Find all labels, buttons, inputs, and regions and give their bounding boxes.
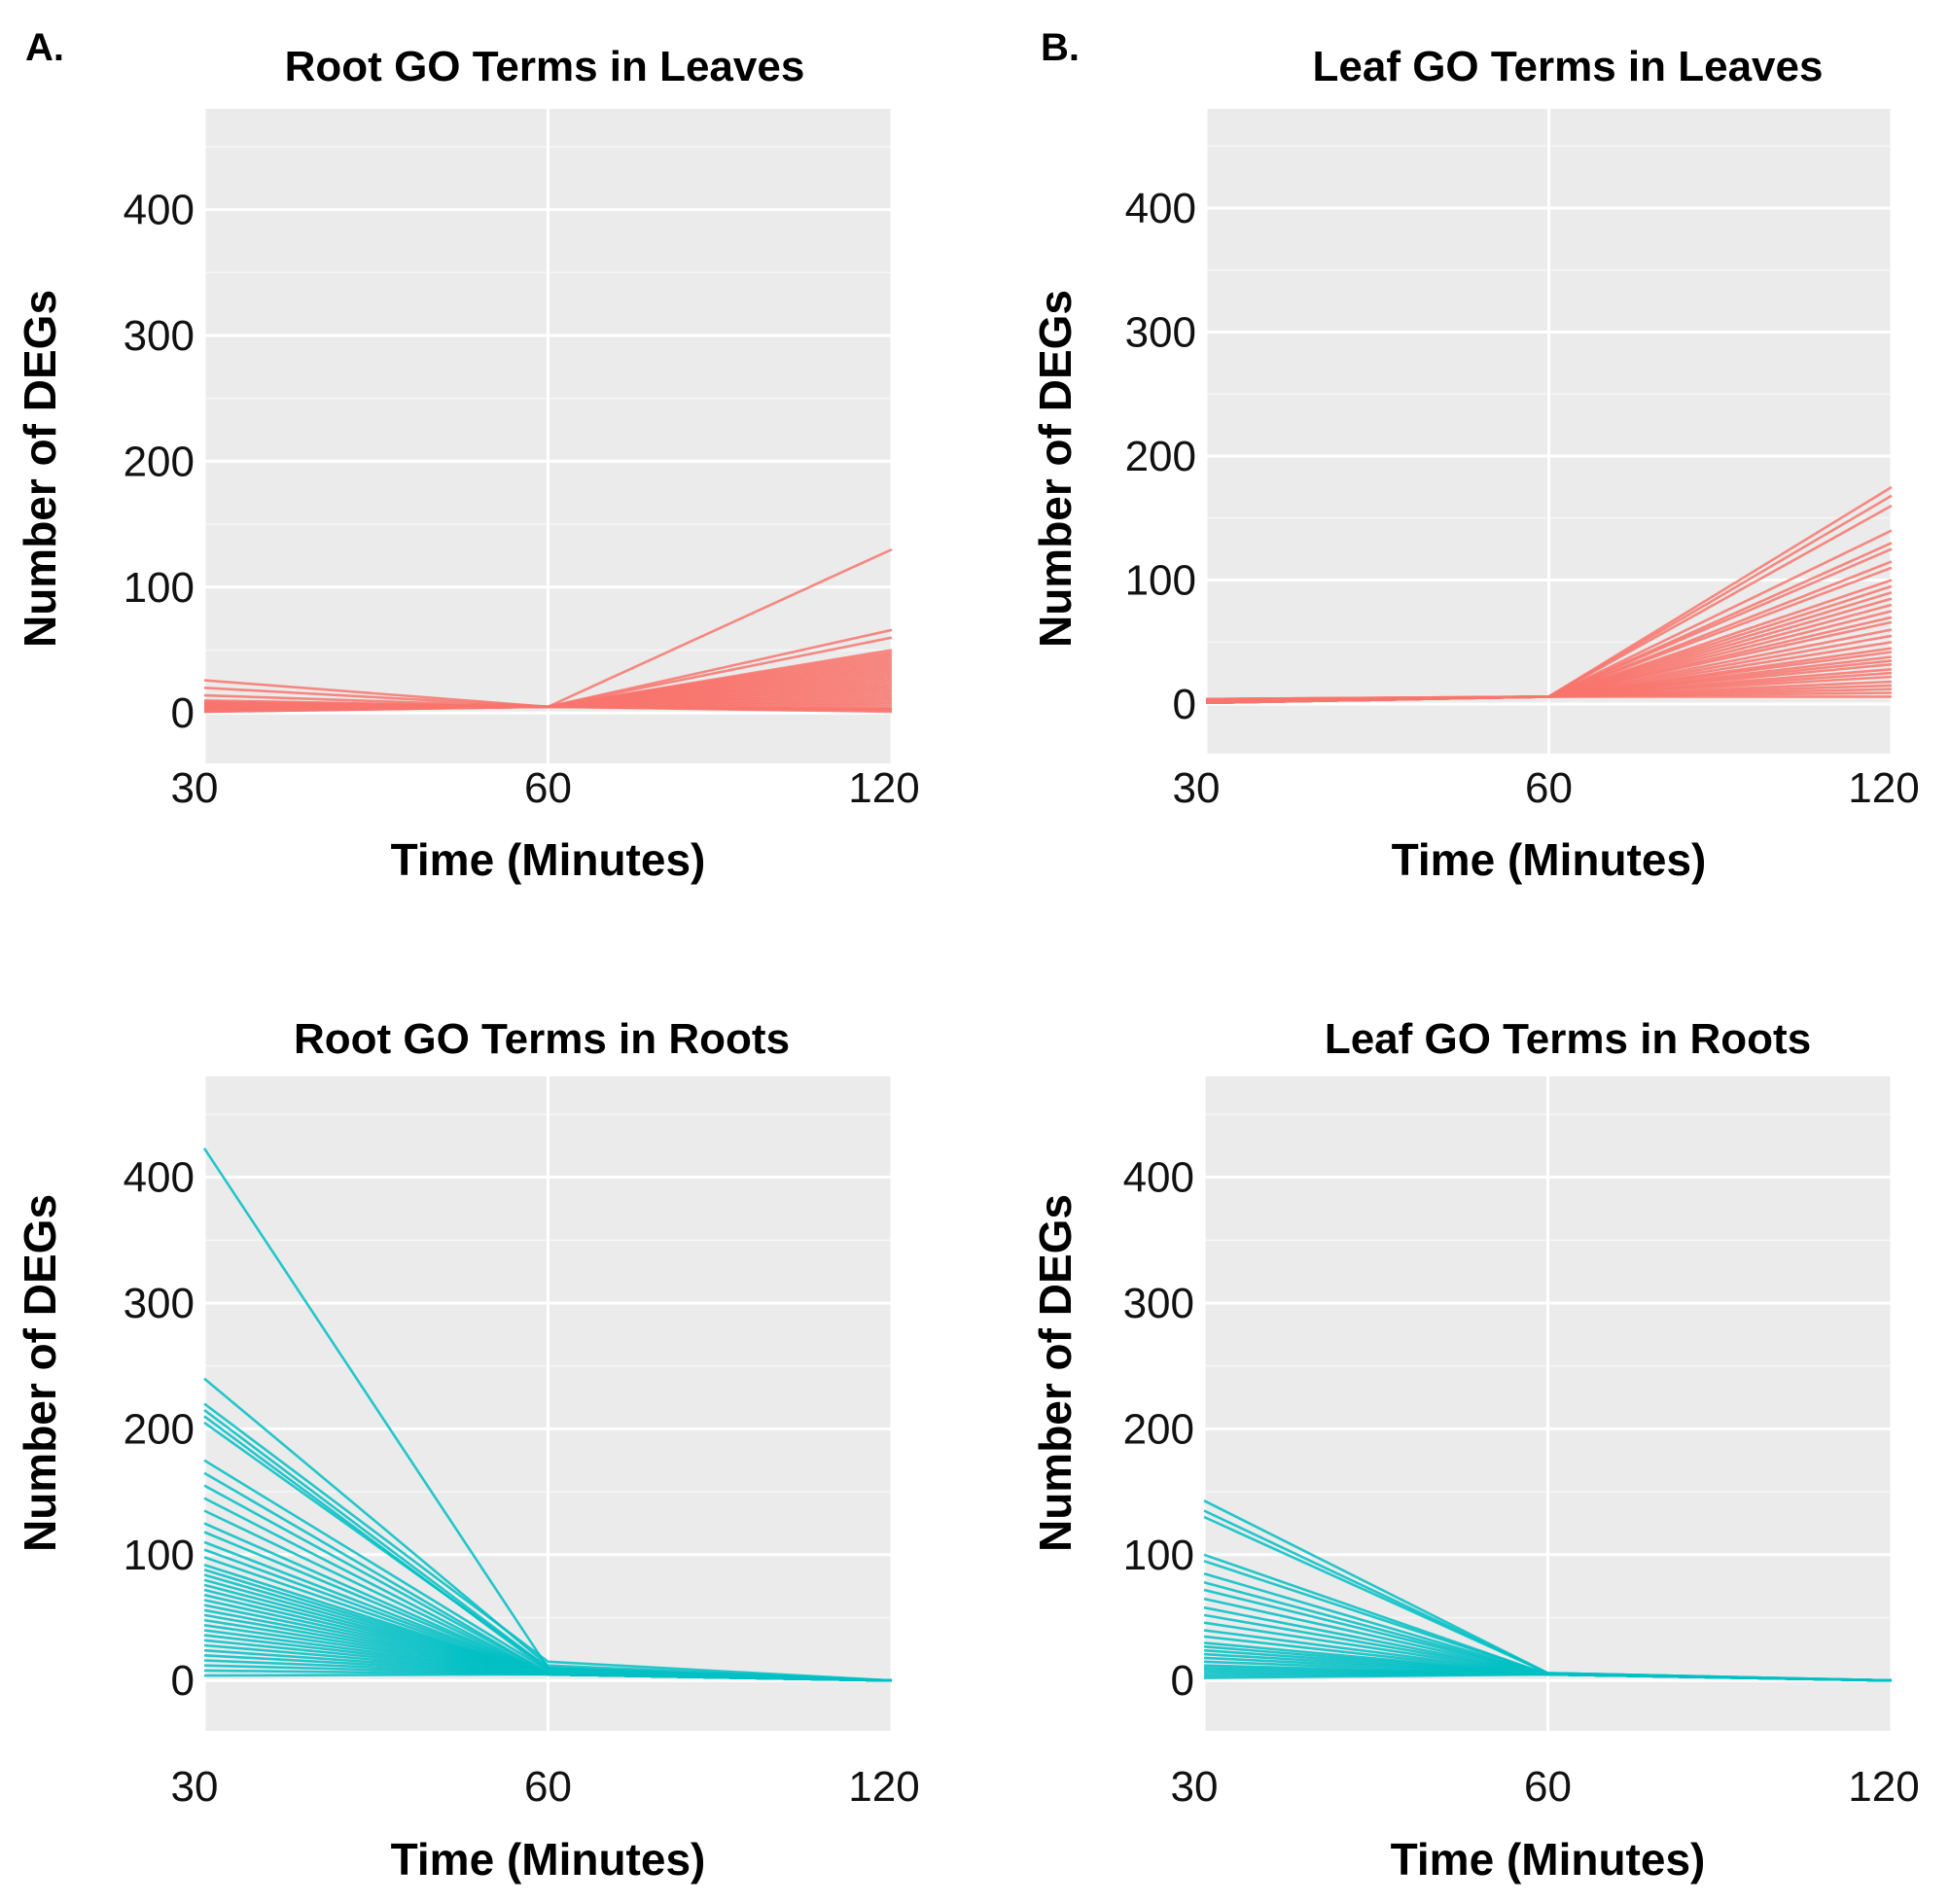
x-tick-label: 120 <box>848 764 919 812</box>
y-tick-label: 300 <box>124 312 195 360</box>
x-tick-label: 60 <box>1524 1763 1572 1811</box>
x-tick-label: 30 <box>171 764 219 812</box>
x-axis-title: Time (Minutes) <box>391 1834 706 1885</box>
y-tick-label: 0 <box>171 1657 195 1705</box>
series-line-3 <box>203 1402 893 1682</box>
series-line-26 <box>1203 1673 1893 1682</box>
chart-title: Root GO Terms in Roots <box>294 1015 790 1063</box>
y-tick-label: 200 <box>1123 1405 1194 1453</box>
x-tick-label: 120 <box>1848 764 1919 812</box>
x-tick-label: 30 <box>1171 1763 1219 1811</box>
x-tick-label: 60 <box>524 1763 572 1811</box>
y-tick-label: 200 <box>124 1405 195 1453</box>
panel-letter-a: A. <box>25 26 64 69</box>
y-axis-title: Number of DEGs <box>1030 1194 1081 1552</box>
y-axis-title: Number of DEGs <box>1030 290 1081 648</box>
x-tick-label: 120 <box>1848 1763 1919 1811</box>
y-tick-label: 100 <box>1125 557 1196 605</box>
x-tick-label: 30 <box>171 1763 219 1811</box>
series-line-32 <box>1205 695 1892 704</box>
y-tick-label: 400 <box>1125 185 1196 232</box>
x-axis-title: Time (Minutes) <box>1391 1834 1706 1885</box>
y-axis-title: Number of DEGs <box>15 1194 65 1552</box>
chart-panel-4: Leaf GO Terms in Roots 0 100 200 300 400 30 60 1… <box>1030 1015 1920 1885</box>
panel-letter-b: B. <box>1041 26 1080 69</box>
series-line-39 <box>203 1673 893 1682</box>
y-tick-label: 400 <box>124 187 195 234</box>
y-tick-label: 100 <box>124 564 195 612</box>
x-axis-title: Time (Minutes) <box>1392 834 1707 885</box>
y-tick-label: 400 <box>1123 1154 1194 1202</box>
chart-panel-3: Root GO Terms in Roots 0 100 200 300 400 30 60 1… <box>15 1015 920 1885</box>
chart-panel-1: Root GO Terms in Leaves 0 100 200 300 400 30 60… <box>15 43 920 885</box>
x-tick-label: 60 <box>1525 764 1573 812</box>
y-tick-label: 300 <box>1123 1280 1194 1327</box>
y-tick-label: 0 <box>1173 681 1196 728</box>
y-tick-label: 200 <box>1125 433 1196 480</box>
y-tick-label: 300 <box>124 1280 195 1327</box>
chart-title: Leaf GO Terms in Leaves <box>1313 43 1824 90</box>
series-line-30 <box>203 705 893 714</box>
y-tick-label: 0 <box>171 689 195 737</box>
chart-panel-2: Leaf GO Terms in Leaves 0 100 200 300 400 30 60… <box>1030 43 1920 885</box>
x-tick-label: 120 <box>848 1763 919 1811</box>
x-tick-label: 30 <box>1173 764 1221 812</box>
y-tick-label: 0 <box>1171 1657 1194 1705</box>
x-axis-title: Time (Minutes) <box>391 834 706 885</box>
y-tick-label: 400 <box>124 1154 195 1202</box>
chart-title: Leaf GO Terms in Roots <box>1325 1015 1811 1063</box>
y-axis-title: Number of DEGs <box>15 290 65 648</box>
x-tick-label: 60 <box>524 764 572 812</box>
y-tick-label: 300 <box>1125 309 1196 357</box>
y-tick-label: 100 <box>1123 1532 1194 1579</box>
y-tick-label: 100 <box>124 1532 195 1579</box>
chart-title: Root GO Terms in Leaves <box>285 43 805 90</box>
y-tick-label: 200 <box>124 438 195 485</box>
